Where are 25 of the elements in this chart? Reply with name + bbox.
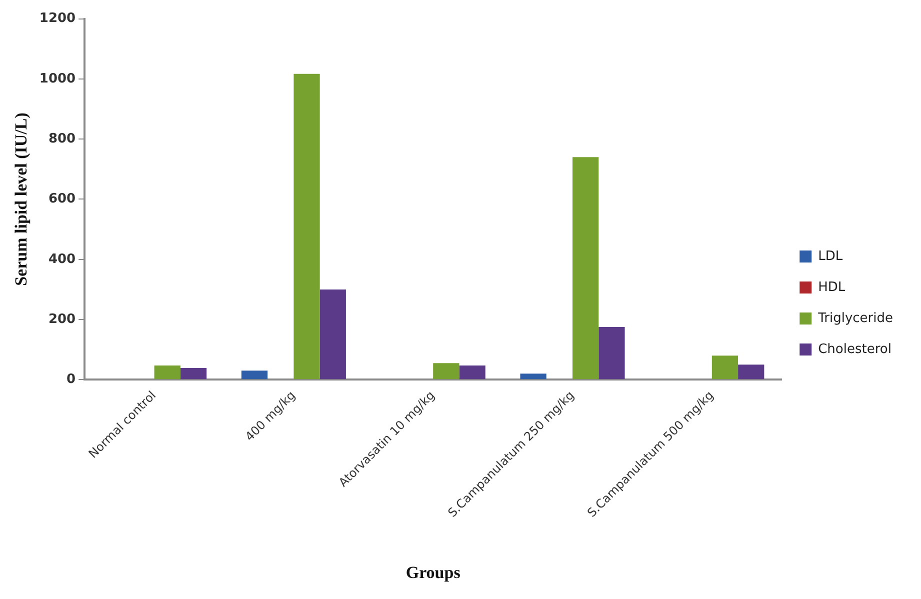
- y-tick-label: 0: [66, 372, 76, 388]
- y-tick-label: 800: [48, 131, 76, 146]
- bar: [320, 289, 346, 380]
- y-tick-label: 400: [48, 252, 76, 267]
- bar: [154, 366, 180, 380]
- bar: [459, 366, 486, 380]
- bar: [712, 356, 738, 380]
- bar: [433, 363, 460, 380]
- y-tick-label: 200: [48, 312, 76, 327]
- bar: [294, 74, 320, 380]
- bar: [598, 327, 625, 380]
- legend-label: LDL: [818, 248, 844, 264]
- bar: [738, 364, 764, 380]
- y-axis-title: Serum lipid level (IU/L): [12, 112, 31, 286]
- legend-label: HDL: [818, 280, 846, 295]
- x-axis-title: Groups: [406, 563, 461, 582]
- legend-label: Cholesterol: [818, 342, 892, 357]
- bar: [241, 370, 268, 380]
- y-tick-label: 600: [48, 192, 76, 207]
- y-tick-label: 1200: [39, 11, 76, 26]
- bar: [180, 368, 207, 380]
- legend-label: Triglyceride: [817, 310, 894, 326]
- bar: [572, 157, 599, 380]
- y-tick-label: 1000: [39, 71, 76, 86]
- bar: [520, 374, 546, 380]
